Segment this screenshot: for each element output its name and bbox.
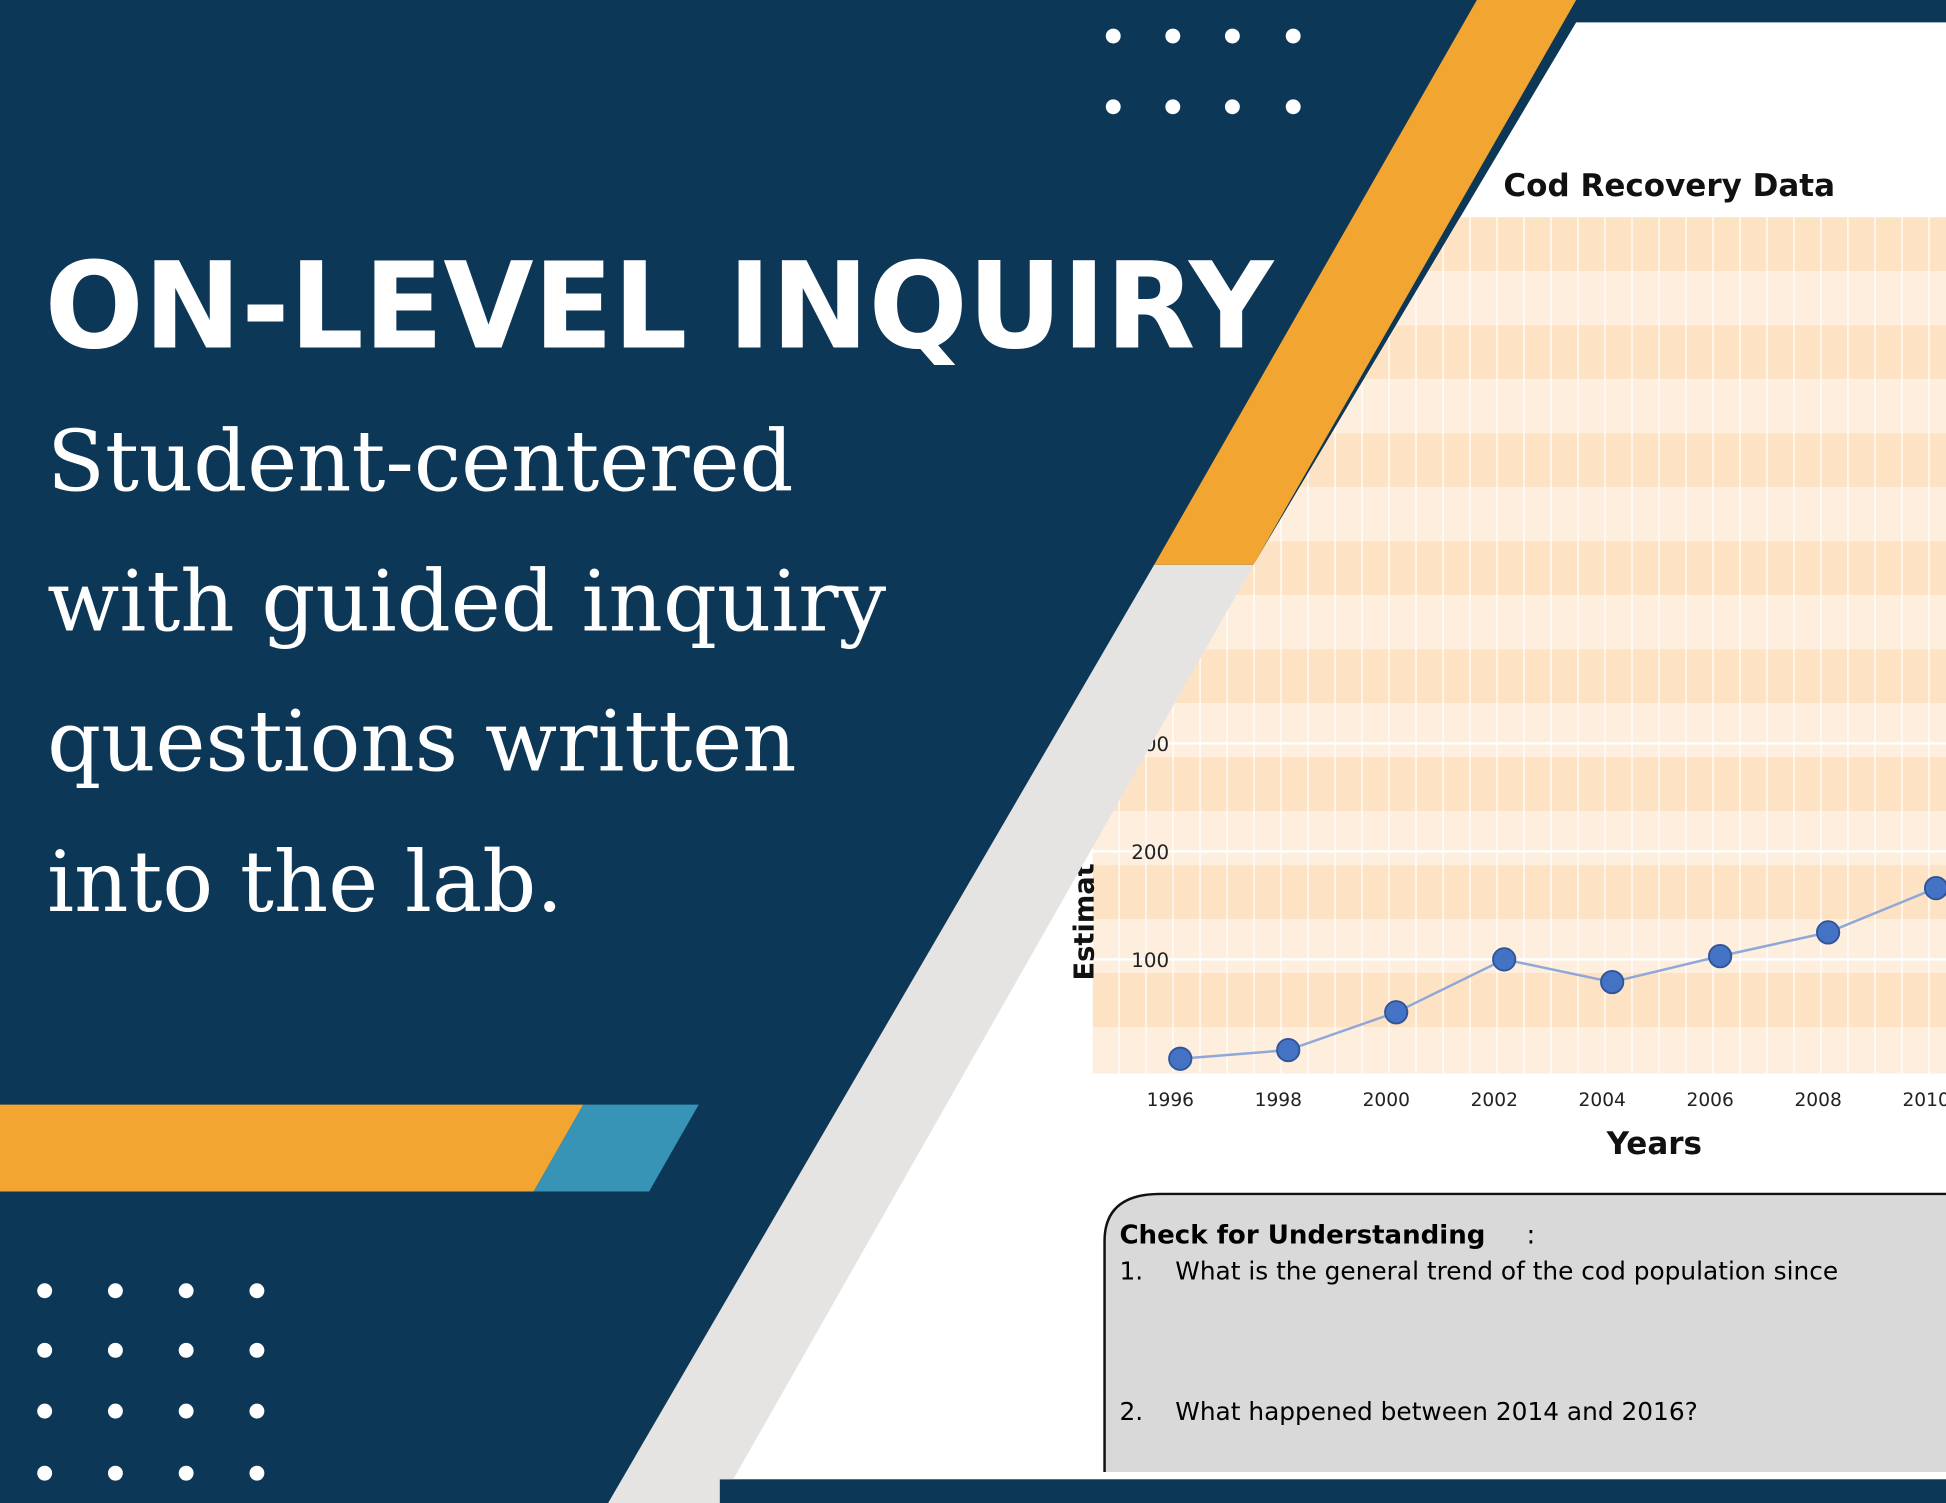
- plot-stripe: [1092, 703, 1946, 758]
- dot: [178, 1465, 194, 1481]
- dot: [1224, 28, 1240, 44]
- dot: [1285, 99, 1301, 115]
- body-text: Student-centered with guided inquiry quest…: [47, 412, 886, 931]
- question-text: What happened between 2014 and 2016?: [1175, 1397, 1698, 1426]
- dot: [1285, 28, 1301, 44]
- dot: [107, 1403, 123, 1419]
- dot: [37, 1465, 53, 1481]
- dot: [249, 1465, 265, 1481]
- x-tick-label: 2002: [1471, 1090, 1518, 1111]
- bottom-strip: [719, 1479, 1946, 1503]
- series-line: [1180, 886, 1937, 1060]
- check-box: [1103, 1192, 1946, 1472]
- x-tick-label: 1998: [1255, 1090, 1302, 1111]
- data-point: [1815, 920, 1841, 945]
- data-point: [1708, 944, 1733, 969]
- dots: [37, 28, 1301, 1481]
- dot: [107, 1283, 123, 1299]
- body-line: Student-centered: [47, 412, 793, 510]
- chart-title: Cod Recovery Data: [1503, 168, 1835, 204]
- x-tick-label: 2008: [1794, 1090, 1841, 1111]
- dot: [1105, 99, 1121, 115]
- data-point: [1492, 947, 1517, 972]
- dot: [178, 1283, 194, 1299]
- dot: [37, 1342, 53, 1358]
- plot-stripe: [1092, 973, 1946, 1028]
- plot-stripe: [1092, 811, 1946, 866]
- plot-stripe: [1092, 595, 1946, 650]
- orange-bar: [0, 1104, 584, 1192]
- dot: [107, 1342, 123, 1358]
- plot-stripe: [1092, 919, 1946, 974]
- x-tick-label: 2000: [1363, 1090, 1410, 1111]
- x-tick-label: 1996: [1147, 1090, 1194, 1111]
- dot: [1165, 28, 1181, 44]
- y-axis-label: Estimat: [1069, 863, 1100, 980]
- body-line: with guided inquiry: [47, 552, 886, 650]
- dot: [249, 1403, 265, 1419]
- plot-stripe: [1092, 757, 1946, 812]
- data-point: [1923, 876, 1946, 901]
- check-colon: :: [1527, 1221, 1536, 1251]
- y-tick-label: 100: [1131, 949, 1169, 972]
- plot-stripe: [1092, 649, 1946, 704]
- teal-bar: [533, 1104, 699, 1192]
- dot: [249, 1283, 265, 1299]
- plot-stripe: [1092, 865, 1946, 920]
- data-point: [1168, 1046, 1193, 1071]
- dot: [37, 1283, 53, 1299]
- x-tick-label: 2004: [1579, 1090, 1626, 1111]
- data-point: [1600, 969, 1625, 995]
- headline: ON-LEVEL INQUIRY: [45, 238, 1275, 377]
- grey-stripe: [608, 564, 1254, 1503]
- data-point: [1276, 1037, 1301, 1063]
- question-number: 1.: [1119, 1257, 1143, 1286]
- question-number: 2.: [1119, 1397, 1143, 1426]
- dot: [37, 1403, 53, 1419]
- data-point: [1384, 1000, 1409, 1025]
- plot-stripe: [1092, 1027, 1946, 1074]
- y-tick-label: 200: [1131, 841, 1169, 864]
- check-heading: Check for Understanding: [1119, 1221, 1485, 1251]
- dot: [1165, 99, 1181, 115]
- dot: [1224, 99, 1240, 115]
- body-line: questions written: [47, 693, 796, 791]
- orange-stripe: [1154, 0, 1577, 565]
- x-tick-label: 2006: [1687, 1090, 1734, 1111]
- body-line: into the lab.: [47, 833, 563, 931]
- x-axis-label: Years: [1606, 1126, 1702, 1162]
- dot: [1105, 28, 1121, 44]
- question-text: What is the general trend of the cod pop…: [1175, 1257, 1838, 1286]
- dot: [178, 1342, 194, 1358]
- x-tick-label: 2010: [1902, 1090, 1946, 1111]
- dot: [107, 1465, 123, 1481]
- dot: [249, 1342, 265, 1358]
- dot: [178, 1403, 194, 1419]
